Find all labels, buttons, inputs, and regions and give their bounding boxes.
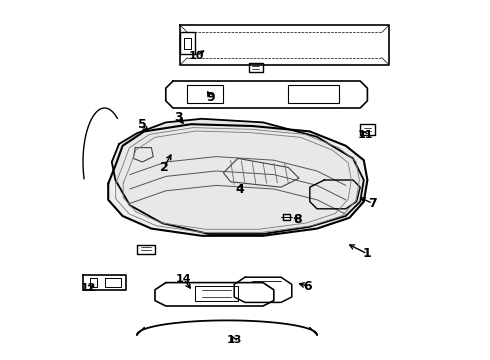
Text: 6: 6 [304, 280, 312, 293]
Text: 7: 7 [368, 197, 377, 210]
Polygon shape [112, 119, 364, 234]
Polygon shape [108, 124, 368, 236]
Text: 14: 14 [176, 274, 192, 284]
Text: 5: 5 [138, 118, 147, 131]
Text: 4: 4 [235, 183, 244, 195]
Text: 3: 3 [174, 111, 183, 123]
Text: 11: 11 [358, 130, 373, 140]
Text: 12: 12 [81, 283, 96, 293]
Text: 13: 13 [226, 335, 242, 345]
Text: 2: 2 [160, 161, 169, 174]
Text: 10: 10 [189, 51, 204, 61]
Text: 9: 9 [206, 91, 215, 104]
Text: 8: 8 [293, 213, 301, 226]
Text: 1: 1 [363, 247, 372, 260]
